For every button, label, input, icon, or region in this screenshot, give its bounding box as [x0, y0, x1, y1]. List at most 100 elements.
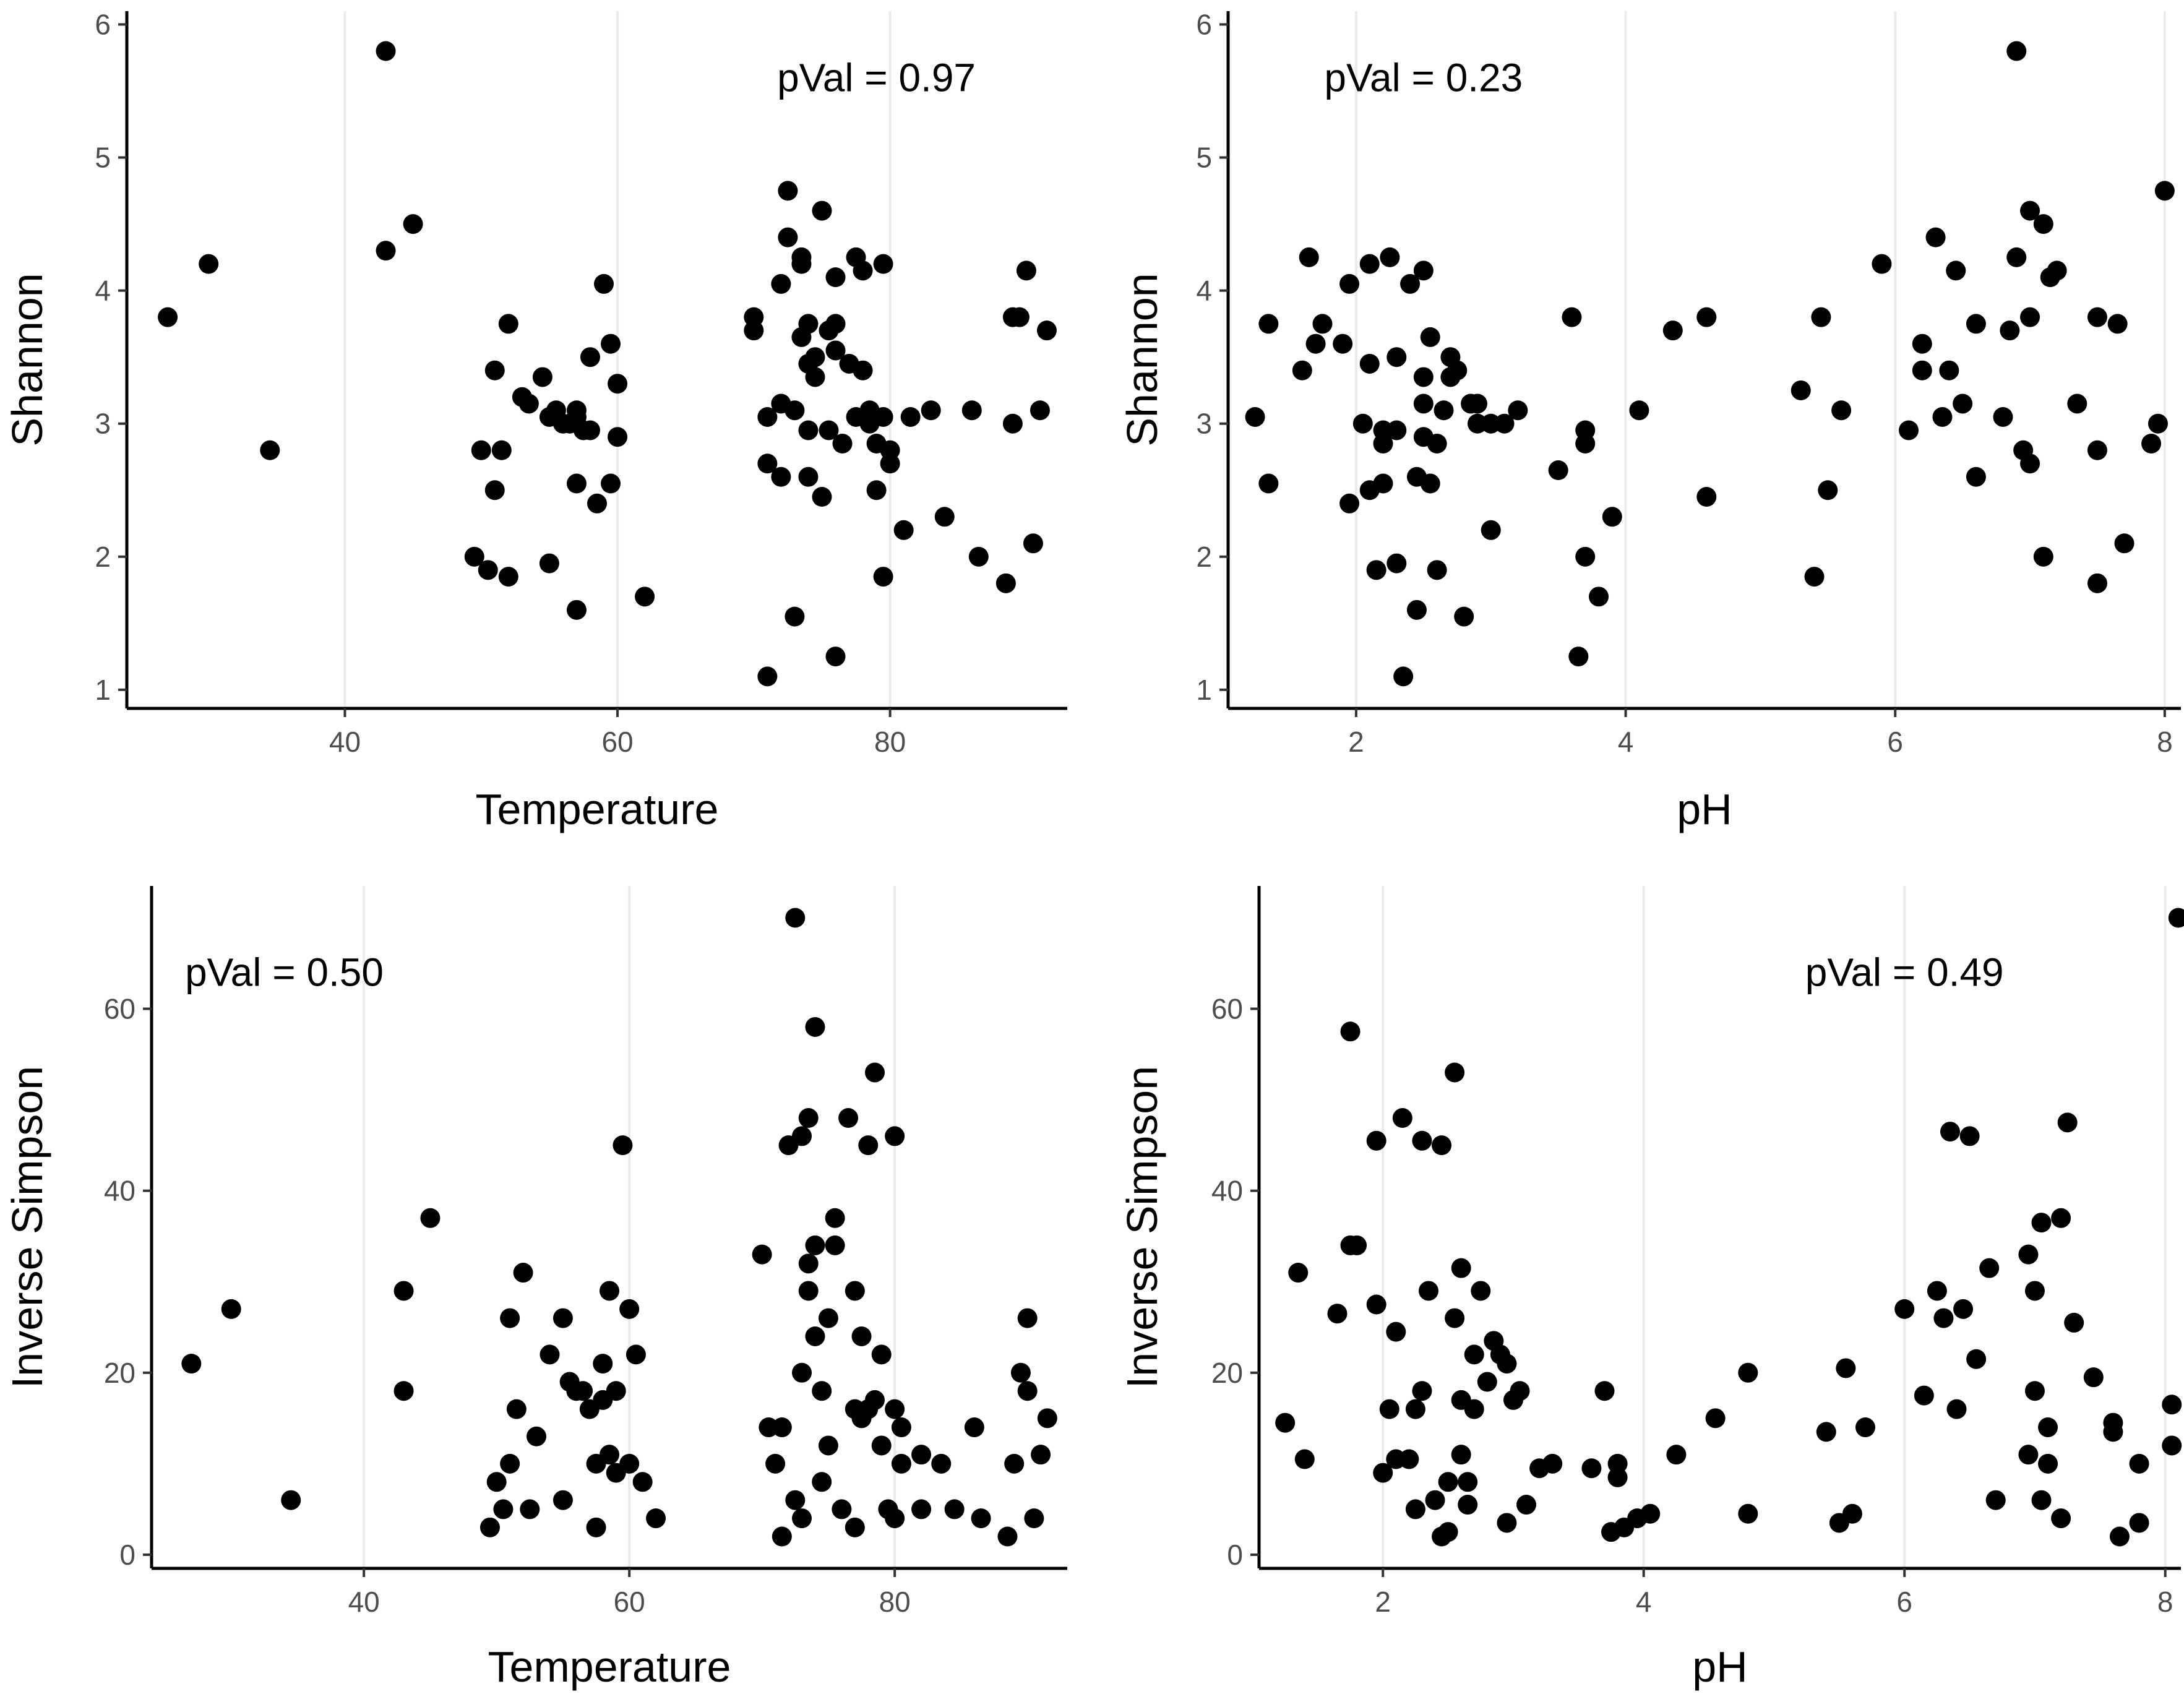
data-point [1031, 1445, 1051, 1465]
x-tick-label: 60 [601, 726, 633, 758]
data-point [1451, 1258, 1471, 1278]
data-point [1696, 307, 1717, 327]
data-point [2087, 307, 2107, 327]
data-point [1352, 413, 1373, 434]
data-point [1009, 307, 1030, 327]
data-point [393, 1381, 414, 1401]
data-point [1946, 260, 1966, 281]
data-point [1464, 1344, 1484, 1365]
data-point [491, 440, 512, 460]
data-point [893, 520, 914, 540]
data-point [1818, 480, 1838, 501]
data-point [1666, 1445, 1687, 1465]
y-tick-label: 6 [1196, 9, 1212, 41]
y-tick-label: 60 [104, 993, 135, 1025]
data-point [931, 1453, 952, 1474]
panel-top-left: 40 60 80 1 2 3 4 5 6 Temperature Shannon pVal = 0.9… [3, 9, 1067, 833]
data-point [601, 473, 621, 494]
data-point [812, 1472, 832, 1492]
data-point [792, 1126, 812, 1146]
data-point [1497, 1354, 1517, 1374]
data-point [2038, 1453, 2058, 1474]
data-point [606, 1381, 626, 1401]
x-axis-title: Temperature [488, 1643, 731, 1691]
pval-annotation: pVal = 0.50 [185, 950, 384, 995]
data-point [1406, 600, 1427, 620]
y-tick-label: 20 [104, 1357, 135, 1389]
data-point [871, 1344, 892, 1365]
data-point [1359, 353, 1380, 374]
data-point [1413, 260, 1434, 281]
data-point [608, 374, 628, 394]
data-point [1010, 1362, 1031, 1383]
data-point [1607, 1467, 1628, 1487]
data-point [1299, 247, 1319, 267]
y-tick-label: 1 [1196, 674, 1212, 706]
data-point [1738, 1503, 1758, 1524]
y-tick-label: 0 [1227, 1539, 1243, 1571]
data-point [2114, 533, 2135, 554]
data-point [1842, 1503, 1862, 1524]
data-point [181, 1354, 202, 1374]
y-tick-label: 4 [95, 275, 111, 307]
data-point [1662, 320, 1683, 341]
data-point [532, 367, 552, 387]
data-point [798, 466, 819, 487]
y-tick-label: 5 [1196, 142, 1212, 174]
data-point [771, 466, 791, 487]
data-point [1379, 1399, 1399, 1419]
data-point [812, 1381, 832, 1401]
data-point [934, 507, 955, 527]
data-point [1458, 1495, 1478, 1515]
data-point [1312, 314, 1333, 334]
data-point [1017, 1381, 1038, 1401]
data-point [1418, 1281, 1438, 1301]
data-point [1405, 1499, 1425, 1519]
data-point [1548, 460, 1568, 481]
data-point [1036, 320, 1057, 341]
data-point [635, 587, 655, 607]
data-point [493, 1499, 514, 1519]
data-point [1985, 1490, 2006, 1510]
data-point [1427, 433, 1447, 453]
data-point [646, 1508, 666, 1529]
data-point [1327, 1304, 1348, 1324]
data-point [798, 314, 819, 334]
data-point [825, 314, 846, 334]
data-point [1386, 347, 1407, 367]
data-point [580, 347, 600, 367]
data-point [798, 420, 819, 441]
data-point [506, 1399, 527, 1419]
data-point [573, 1381, 593, 1401]
data-point [1508, 400, 1528, 421]
y-tick-label: 1 [95, 674, 111, 706]
data-point [566, 400, 587, 421]
y-tick-label: 3 [1196, 408, 1212, 440]
data-point [2129, 1453, 2149, 1474]
data-point [1640, 1503, 1661, 1524]
data-point [1933, 1308, 1954, 1328]
data-point [866, 480, 887, 501]
data-point [500, 1453, 520, 1474]
data-point [2141, 433, 2162, 453]
data-point [968, 546, 989, 567]
x-axis-title: pH [1692, 1643, 1747, 1691]
data-point [1023, 533, 1043, 554]
data-point [486, 1472, 507, 1492]
data-point [376, 41, 396, 61]
data-point [2129, 1513, 2149, 1533]
data-point [1454, 606, 1474, 627]
data-point [601, 333, 621, 354]
data-point [1294, 1449, 1315, 1469]
data-point [1993, 406, 2013, 427]
data-point [376, 241, 396, 261]
data-point [2051, 1208, 2071, 1228]
data-point [566, 473, 587, 494]
data-point [785, 1490, 806, 1510]
x-tick-label: 2 [1348, 726, 1364, 758]
y-tick-label: 20 [1211, 1357, 1243, 1389]
y-tick-label: 2 [1196, 541, 1212, 573]
data-point [891, 1453, 911, 1474]
data-point [518, 393, 539, 414]
data-point [1575, 546, 1596, 567]
